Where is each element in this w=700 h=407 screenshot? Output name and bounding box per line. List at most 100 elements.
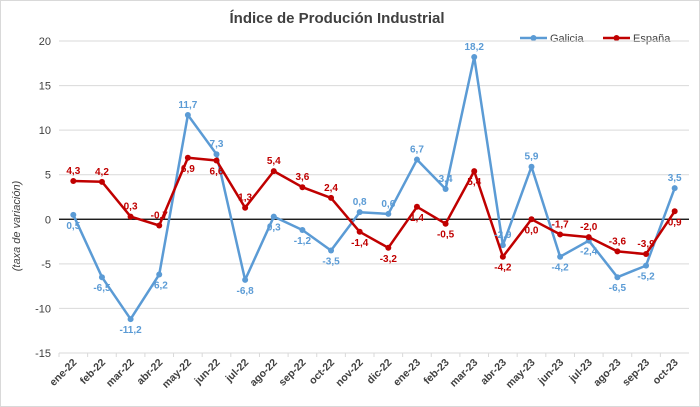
data-label-espana: 2,4 xyxy=(324,183,338,194)
data-point-espana xyxy=(557,231,564,238)
data-point-espana xyxy=(156,222,163,229)
data-label-galicia: -6,5 xyxy=(609,283,627,294)
data-label-galicia: -2,4 xyxy=(580,247,598,258)
data-point-espana xyxy=(70,177,77,184)
series-line-espana xyxy=(73,156,676,258)
data-label-espana: 1,3 xyxy=(238,193,252,204)
chart-title: Índice de Produción Industrial xyxy=(229,10,444,27)
x-tick-label: ene-23 xyxy=(391,357,423,389)
data-label-galicia: 0,6 xyxy=(381,199,395,210)
data-point-galicia xyxy=(614,274,621,281)
data-label-galicia: -5,2 xyxy=(637,272,655,283)
x-tick-label: may-22 xyxy=(160,357,194,391)
data-label-galicia: 11,7 xyxy=(178,100,197,111)
x-tick-label: ene-22 xyxy=(47,357,79,389)
data-point-galicia xyxy=(156,271,163,278)
data-labels: 0,5 4,3 -6,5 4,2 -11,2 0,3 -6,2 -0,7 11,7 6,9 7,3 6… xyxy=(66,42,682,336)
data-point-espana xyxy=(98,178,105,185)
data-point-galicia xyxy=(299,226,306,233)
x-tick-label: jun-22 xyxy=(192,357,223,388)
y-tick-label: 5 xyxy=(45,170,51,182)
data-point-galicia xyxy=(671,185,678,192)
x-tick-label: feb-22 xyxy=(78,357,108,387)
data-point-espana xyxy=(213,157,220,164)
y-tick-label: 20 xyxy=(39,36,51,48)
data-point-espana xyxy=(528,216,535,223)
data-point-espana xyxy=(127,213,134,220)
data-label-galicia: 5,9 xyxy=(525,152,539,163)
data-point-espana xyxy=(385,244,392,251)
x-tick-label: oct-23 xyxy=(650,357,680,387)
x-tick-label: sep-22 xyxy=(277,357,309,389)
legend-galicia-marker xyxy=(530,35,537,41)
data-point-espana xyxy=(442,220,449,227)
data-point-espana xyxy=(328,194,335,201)
data-point-galicia xyxy=(413,156,420,163)
data-label-galicia: -11,2 xyxy=(119,325,142,336)
data-point-espana xyxy=(585,234,592,241)
legend: Galicia España xyxy=(520,33,671,45)
data-label-galicia: -6,2 xyxy=(151,281,169,292)
data-point-espana xyxy=(242,204,249,211)
y-axis-ticks: -15 -10 -5 0 5 10 15 20 xyxy=(35,36,51,360)
y-tick-label: 15 xyxy=(39,81,51,93)
data-label-galicia: 0,3 xyxy=(267,223,281,234)
data-point-espana xyxy=(614,248,621,255)
data-label-espana: 6,9 xyxy=(181,164,195,175)
y-tick-label: -10 xyxy=(35,303,51,315)
data-point-galicia xyxy=(356,209,363,216)
data-point-espana xyxy=(270,168,277,175)
data-point-galicia xyxy=(184,111,191,118)
data-label-espana: 0,3 xyxy=(124,202,138,213)
x-tick-label: mar-23 xyxy=(448,357,481,390)
data-point-galicia xyxy=(528,163,535,170)
x-tick-label: nov-22 xyxy=(333,357,366,390)
data-label-espana: -3,2 xyxy=(380,254,398,265)
y-axis-title: (taxa de variación) xyxy=(11,180,23,271)
data-label-galicia: 6,7 xyxy=(410,145,424,156)
data-label-espana: 6,6 xyxy=(210,166,224,177)
y-tick-label: 10 xyxy=(39,125,51,137)
data-label-espana: -1,7 xyxy=(552,219,570,230)
x-tick-label: oct-22 xyxy=(307,357,337,387)
legend-espana-label: España xyxy=(633,33,671,45)
data-label-espana: 0,0 xyxy=(525,225,539,236)
data-label-espana: 3,6 xyxy=(295,172,309,183)
data-label-espana: 4,2 xyxy=(95,167,109,178)
data-label-espana: -0,5 xyxy=(437,230,455,241)
data-label-galicia: 7,3 xyxy=(210,139,224,150)
data-label-espana: 4,3 xyxy=(66,166,80,177)
series-group xyxy=(70,54,678,323)
data-point-galicia xyxy=(499,242,506,249)
data-point-espana xyxy=(643,251,650,258)
data-label-galicia: -4,2 xyxy=(552,263,570,274)
data-point-galicia xyxy=(127,316,134,323)
y-tick-label: -15 xyxy=(35,348,51,360)
data-label-galicia: -1,2 xyxy=(294,236,312,247)
data-point-galicia xyxy=(98,274,105,281)
data-point-espana xyxy=(499,253,506,260)
y-tick-label: 0 xyxy=(45,214,51,226)
data-point-galicia xyxy=(442,185,449,192)
data-label-galicia: -6,8 xyxy=(237,286,255,297)
data-label-espana: 5,4 xyxy=(467,177,481,188)
data-label-galicia: -2,9 xyxy=(494,230,512,241)
legend-galicia-label: Galicia xyxy=(550,33,585,45)
x-tick-label: feb-23 xyxy=(421,357,451,387)
x-tick-label: may-23 xyxy=(504,357,538,391)
x-tick-label: ago-23 xyxy=(591,357,624,390)
legend-espana-marker xyxy=(613,35,620,41)
data-point-galicia xyxy=(70,211,77,218)
data-point-espana xyxy=(184,154,191,161)
x-tick-label: dic-22 xyxy=(364,357,394,387)
data-label-espana: -0,7 xyxy=(151,211,169,222)
data-label-espana: 0,9 xyxy=(668,217,682,228)
data-label-espana: -3,9 xyxy=(637,239,655,250)
data-label-espana: -3,6 xyxy=(609,236,627,247)
data-point-galicia xyxy=(242,276,249,283)
data-point-galicia xyxy=(557,253,564,260)
x-tick-label: ago-22 xyxy=(247,357,280,390)
data-label-galicia: 3,5 xyxy=(668,173,682,184)
y-tick-label: -5 xyxy=(41,259,51,271)
